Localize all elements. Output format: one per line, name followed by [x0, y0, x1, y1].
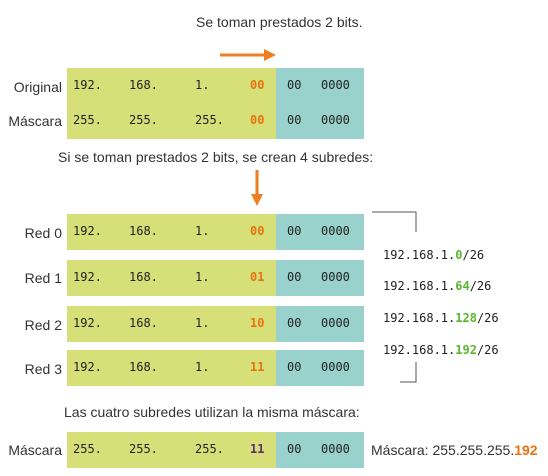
address-bar: 192. 168. 1. 10 00 0000 — [67, 306, 364, 342]
row-label: Red 0 — [24, 225, 62, 241]
host-bits-1: 00 — [287, 224, 302, 238]
address-bar: 192. 168. 1. 00 00 0000 — [67, 214, 364, 250]
host-bits-2: 0000 — [321, 442, 350, 456]
host-bits-1: 00 — [287, 442, 302, 456]
address-bar: 255. 255. 255. 11 00 0000 — [67, 432, 364, 468]
octet-3: 1. — [195, 316, 210, 330]
host-bits-1: 00 — [287, 78, 302, 92]
octet-2: 168. — [129, 78, 158, 92]
octet-3: 1. — [195, 224, 210, 238]
row-label: Máscara — [8, 442, 62, 458]
borrowed-bits: 00 — [250, 113, 265, 127]
address-bar: 192. 168. 1. 00 00 0000 — [67, 68, 364, 104]
down-arrow-icon — [251, 170, 263, 206]
network-portion — [67, 350, 276, 386]
host-portion — [276, 68, 364, 104]
octet-1: 192. — [73, 78, 102, 92]
borrowed-bits: 00 — [250, 224, 265, 238]
host-portion — [276, 432, 364, 468]
host-portion — [276, 214, 364, 250]
caption-result: Si se toman prestados 2 bits, se crean 4… — [58, 149, 374, 165]
octet-1: 192. — [73, 270, 102, 284]
octet-3: 255. — [195, 442, 224, 456]
octet-2: 255. — [129, 442, 158, 456]
network-address-0: 192.168.1.0/26 — [383, 248, 485, 262]
octet-1: 192. — [73, 316, 102, 330]
host-bits-1: 00 — [287, 270, 302, 284]
octet-2: 168. — [129, 224, 158, 238]
borrowed-bits: 01 — [250, 270, 265, 284]
host-bits-1: 00 — [287, 316, 302, 330]
caption-same-mask: Las cuatro subredes utilizan la misma má… — [64, 404, 360, 420]
host-bits-2: 0000 — [321, 270, 350, 284]
row-label: Red 2 — [24, 317, 62, 333]
network-portion — [67, 260, 276, 296]
octet-3: 1. — [195, 78, 210, 92]
right-arrow-icon — [220, 49, 276, 61]
network-portion — [67, 103, 276, 139]
host-portion — [276, 350, 364, 386]
octet-1: 255. — [73, 113, 102, 127]
borrowed-bits: 11 — [250, 442, 265, 456]
octet-2: 168. — [129, 360, 158, 374]
row-label: Máscara — [8, 113, 62, 129]
row-label: Red 3 — [24, 361, 62, 377]
borrowed-bits: 10 — [250, 316, 265, 330]
host-bits-2: 0000 — [321, 360, 350, 374]
host-portion — [276, 260, 364, 296]
borrowed-bits: 00 — [250, 78, 265, 92]
borrowed-bits: 11 — [250, 360, 265, 374]
row-label: Original — [13, 79, 62, 95]
octet-3: 1. — [195, 270, 210, 284]
octet-2: 255. — [129, 113, 158, 127]
address-bar: 255. 255. 255. 00 00 0000 — [67, 103, 364, 139]
host-portion — [276, 306, 364, 342]
host-bits-2: 0000 — [321, 78, 350, 92]
network-portion — [67, 68, 276, 104]
subnet-bracket — [372, 211, 417, 383]
octet-1: 192. — [73, 360, 102, 374]
octet-3: 255. — [195, 113, 224, 127]
octet-1: 255. — [73, 442, 102, 456]
host-bits-2: 0000 — [321, 224, 350, 238]
octet-3: 1. — [195, 360, 210, 374]
network-portion — [67, 306, 276, 342]
address-bar: 192. 168. 1. 01 00 0000 — [67, 260, 364, 296]
host-bits-1: 00 — [287, 113, 302, 127]
octet-2: 168. — [129, 270, 158, 284]
network-portion — [67, 432, 276, 468]
network-address-2: 192.168.1.128/26 — [383, 311, 499, 325]
host-portion — [276, 103, 364, 139]
network-address-1: 192.168.1.64/26 — [383, 279, 492, 293]
address-bar: 192. 168. 1. 11 00 0000 — [67, 350, 364, 386]
network-address-3: 192.168.1.192/26 — [383, 343, 499, 357]
octet-1: 192. — [73, 224, 102, 238]
final-mask-note: Máscara: 255.255.255.192 — [371, 442, 538, 458]
octet-2: 168. — [129, 316, 158, 330]
row-label: Red 1 — [24, 270, 62, 286]
caption-borrow: Se toman prestados 2 bits. — [196, 14, 363, 30]
host-bits-2: 0000 — [321, 316, 350, 330]
network-portion — [67, 214, 276, 250]
host-bits-2: 0000 — [321, 113, 350, 127]
host-bits-1: 00 — [287, 360, 302, 374]
